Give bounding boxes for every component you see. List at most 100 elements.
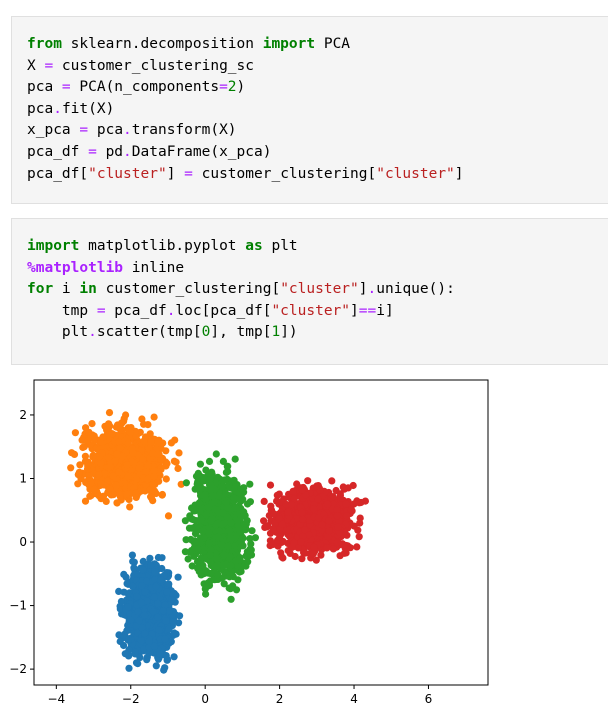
scatter-point bbox=[350, 500, 358, 508]
code-line: pca_df = pd.DataFrame(x_pca) bbox=[27, 142, 464, 164]
scatter-point bbox=[333, 539, 342, 547]
scatter-point bbox=[132, 475, 141, 483]
scatter-point bbox=[356, 514, 364, 522]
scatter-point bbox=[195, 567, 203, 576]
scatter-point bbox=[81, 452, 89, 460]
scatter-point bbox=[299, 515, 307, 523]
scatter-point bbox=[222, 468, 230, 476]
code-token: unique(): bbox=[376, 281, 455, 298]
scatter-point bbox=[137, 598, 146, 607]
code-token: plt bbox=[262, 238, 298, 254]
scatter-point bbox=[139, 566, 147, 574]
scatter-point bbox=[243, 548, 251, 556]
y-tick: −1 bbox=[9, 599, 34, 613]
y-tick-label: −2 bbox=[9, 662, 27, 676]
scatter-point bbox=[226, 527, 234, 535]
scatter-point bbox=[214, 533, 222, 541]
scatter-point bbox=[162, 617, 170, 625]
scatter-point bbox=[229, 582, 237, 590]
scatter-point bbox=[88, 420, 96, 428]
scatter-point bbox=[144, 461, 152, 470]
scatter-point bbox=[189, 516, 197, 524]
scatter-point bbox=[298, 486, 306, 494]
code-editor[interactable]: from sklearn.decomposition import PCA X =… bbox=[27, 34, 464, 185]
code-token: scatter(tmp[ bbox=[96, 324, 202, 341]
scatter-point bbox=[219, 457, 227, 465]
code-token: ]) bbox=[280, 324, 298, 341]
scatter-point bbox=[244, 558, 252, 566]
scatter-point bbox=[83, 465, 92, 473]
scatter-point bbox=[170, 629, 178, 637]
scatter-point bbox=[273, 497, 281, 505]
scatter-point bbox=[329, 493, 337, 501]
scatter-point bbox=[328, 477, 336, 485]
code-token: ] bbox=[166, 165, 185, 182]
code-token: == bbox=[358, 302, 377, 319]
scatter-point bbox=[115, 468, 123, 476]
scatter-point bbox=[196, 460, 204, 468]
scatter-point bbox=[79, 443, 87, 452]
scatter-point bbox=[137, 637, 145, 645]
scatter-point bbox=[211, 498, 219, 506]
scatter-point bbox=[122, 411, 130, 419]
scatter-point bbox=[126, 503, 134, 511]
scatter-point bbox=[125, 635, 133, 643]
code-token: matplotlib.pyplot bbox=[79, 238, 246, 254]
scatter-point bbox=[195, 499, 203, 507]
scatter-point bbox=[232, 504, 240, 512]
scatter-point bbox=[333, 512, 342, 520]
scatter-point bbox=[151, 576, 159, 584]
scatter-point bbox=[152, 582, 160, 591]
code-editor[interactable]: import matplotlib.pyplot as plt %matplotl… bbox=[27, 236, 455, 344]
scatter-point bbox=[162, 447, 170, 455]
code-token: inline bbox=[123, 259, 185, 276]
code-token: ] bbox=[358, 281, 368, 298]
scatter-point bbox=[76, 461, 84, 469]
scatter-point bbox=[324, 533, 332, 541]
code-token: X bbox=[27, 57, 45, 74]
code-token: . bbox=[367, 281, 377, 298]
code-token: i] bbox=[376, 302, 394, 319]
scatter-point bbox=[131, 489, 140, 497]
scatter-point bbox=[275, 515, 283, 523]
scatter-point bbox=[213, 555, 221, 563]
code-cell-pca[interactable]: from sklearn.decomposition import PCA X =… bbox=[11, 16, 608, 204]
scatter-point bbox=[224, 542, 232, 550]
scatter-point bbox=[246, 498, 254, 506]
scatter-point bbox=[168, 596, 176, 604]
scatter-point bbox=[163, 588, 171, 596]
code-token: import bbox=[262, 36, 316, 52]
scatter-point bbox=[136, 654, 144, 662]
scatter-point bbox=[214, 473, 222, 481]
scatter-point bbox=[325, 527, 333, 535]
y-tick-label: 1 bbox=[19, 471, 27, 485]
scatter-point bbox=[131, 648, 139, 656]
scatter-point bbox=[145, 637, 153, 645]
scatter-point bbox=[144, 421, 152, 429]
scatter-point bbox=[251, 534, 259, 542]
scatter-point bbox=[332, 486, 340, 495]
code-token: = bbox=[79, 122, 89, 139]
scatter-point bbox=[141, 629, 149, 638]
scatter-point bbox=[146, 486, 154, 494]
scatter-point bbox=[205, 457, 214, 465]
scatter-point bbox=[212, 521, 220, 529]
scatter-point bbox=[165, 607, 174, 615]
code-token: . bbox=[123, 143, 132, 160]
code-token: %matplotlib bbox=[27, 259, 124, 276]
scatter-point bbox=[214, 561, 222, 569]
scatter-point bbox=[246, 480, 254, 488]
scatter-point bbox=[267, 502, 275, 510]
scatter-point bbox=[120, 641, 128, 650]
code-cell-scatter[interactable]: import matplotlib.pyplot as plt %matplotl… bbox=[11, 218, 608, 365]
scatter-point bbox=[324, 500, 332, 508]
scatter-point bbox=[149, 608, 157, 616]
scatter-point bbox=[123, 461, 131, 469]
x-tick: 0 bbox=[201, 685, 209, 706]
scatter-point bbox=[165, 625, 173, 633]
code-token: from bbox=[27, 36, 62, 52]
scatter-points bbox=[67, 409, 369, 674]
scatter-point bbox=[309, 550, 317, 558]
plot-frame bbox=[33, 379, 489, 686]
scatter-point bbox=[95, 471, 103, 479]
